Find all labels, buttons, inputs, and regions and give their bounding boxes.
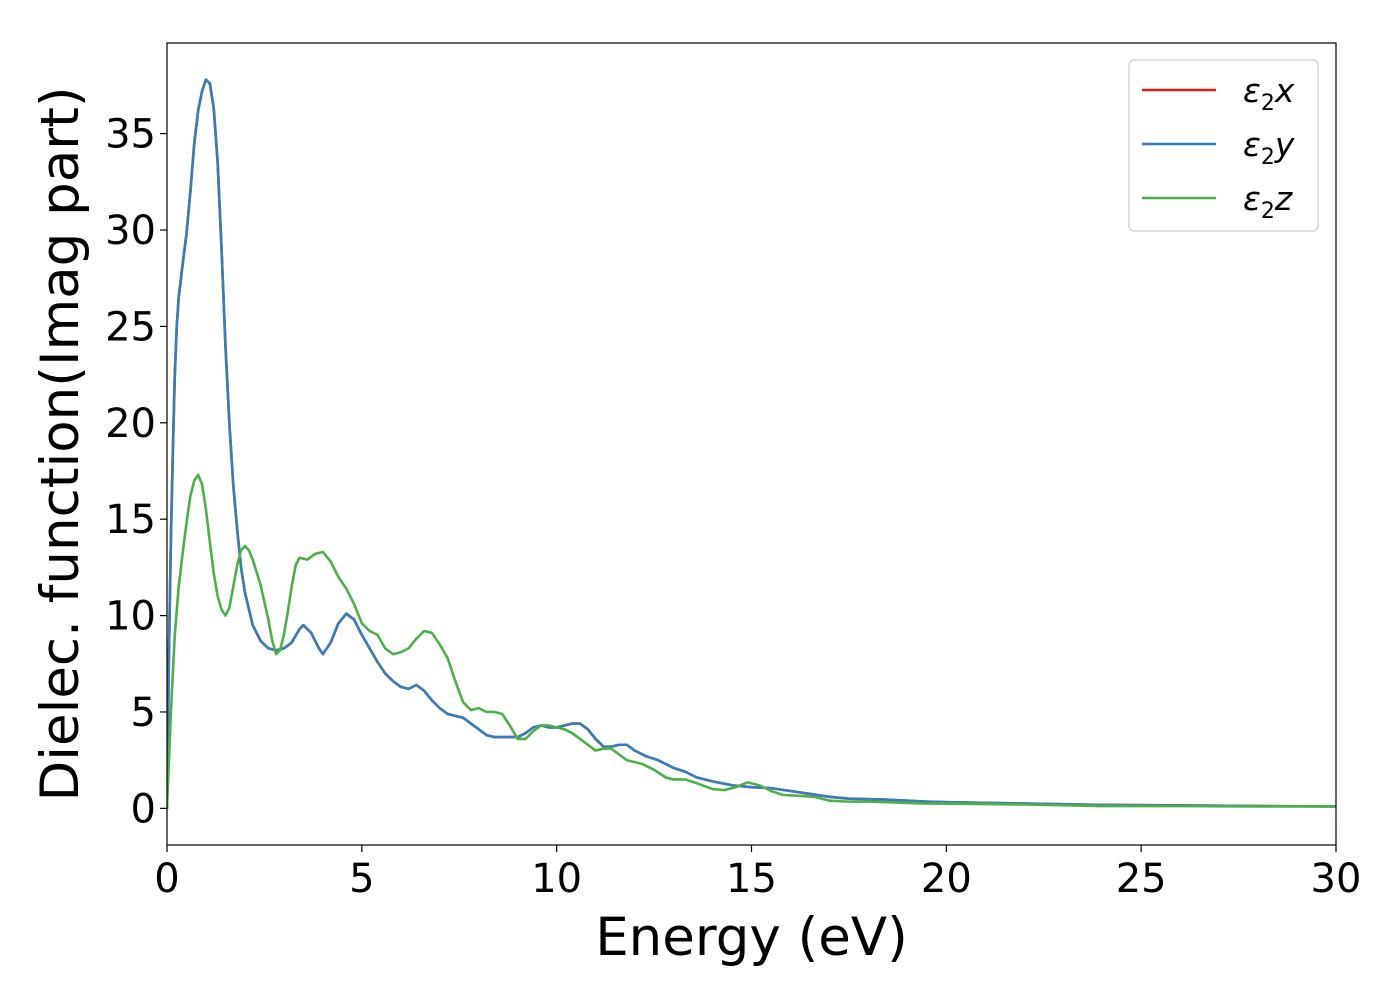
x-tick-label: 25 xyxy=(1116,856,1167,902)
y-tick-label: 0 xyxy=(131,786,156,832)
y-tick-label: 30 xyxy=(105,208,156,254)
y-tick-label: 25 xyxy=(105,304,156,350)
x-tick-label: 0 xyxy=(154,856,179,902)
x-tick-label: 5 xyxy=(349,856,374,902)
legend-label: ε2z xyxy=(1243,179,1293,224)
y-tick-label: 15 xyxy=(105,497,156,543)
y-axis-title: Dielec. function(Imag part) xyxy=(30,86,91,801)
x-tick-label: 30 xyxy=(1311,856,1362,902)
legend-box xyxy=(1128,59,1319,232)
x-tick-label: 15 xyxy=(726,856,777,902)
y-axis-ticks: 0 5 10 15 20 25 30 35 xyxy=(105,112,167,832)
y-tick-label: 10 xyxy=(105,594,156,640)
legend-label: ε2y xyxy=(1243,125,1295,170)
y-tick-label: 5 xyxy=(131,690,156,736)
y-tick-label: 20 xyxy=(105,401,156,447)
series-line-e2y xyxy=(167,78,1336,810)
legend-label: ε2x xyxy=(1243,71,1295,116)
x-axis-title: Energy (eV) xyxy=(595,907,908,968)
y-tick-label: 35 xyxy=(105,112,156,158)
series-line-e2z xyxy=(167,473,1336,810)
x-axis-ticks: 0 5 10 15 20 25 30 xyxy=(154,845,1361,902)
x-tick-label: 20 xyxy=(921,856,972,902)
x-tick-label: 10 xyxy=(531,856,582,902)
legend: ε2x ε2y ε2z xyxy=(1128,59,1319,232)
series-layer xyxy=(167,78,1336,810)
